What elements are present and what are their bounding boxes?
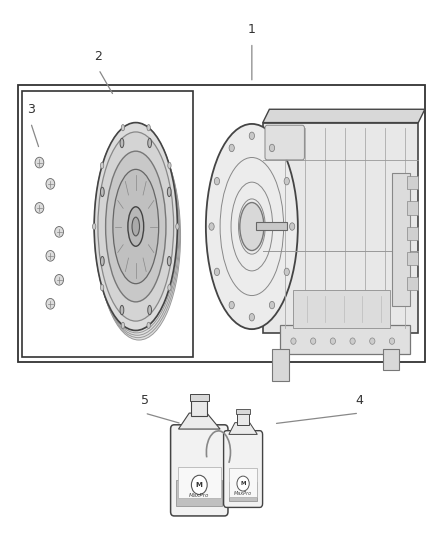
Ellipse shape (95, 125, 178, 333)
Ellipse shape (269, 144, 275, 152)
Ellipse shape (214, 268, 219, 276)
Ellipse shape (92, 223, 96, 230)
Bar (229, 482, 258, 501)
Ellipse shape (240, 203, 264, 251)
Text: 4: 4 (355, 394, 363, 407)
Ellipse shape (120, 138, 124, 148)
Ellipse shape (229, 301, 234, 309)
Ellipse shape (94, 123, 177, 330)
Circle shape (191, 475, 207, 495)
Ellipse shape (209, 223, 214, 230)
Circle shape (350, 338, 355, 344)
Ellipse shape (96, 130, 180, 338)
Circle shape (389, 338, 395, 344)
Circle shape (370, 338, 375, 344)
FancyBboxPatch shape (224, 431, 263, 507)
Text: 2: 2 (95, 50, 102, 63)
Ellipse shape (100, 187, 104, 197)
Circle shape (311, 338, 316, 344)
Ellipse shape (249, 132, 254, 140)
Ellipse shape (168, 285, 171, 290)
Text: MaxPro: MaxPro (234, 491, 252, 496)
Ellipse shape (100, 256, 104, 266)
Bar (407, 227, 418, 240)
Text: 3: 3 (27, 103, 35, 116)
Ellipse shape (147, 125, 150, 131)
Text: M: M (240, 481, 246, 486)
Bar (190, 394, 209, 401)
Bar (383, 349, 399, 370)
Bar (18, 85, 425, 362)
Bar (22, 91, 193, 357)
Bar (236, 409, 250, 414)
Circle shape (330, 338, 336, 344)
Ellipse shape (132, 217, 140, 236)
Polygon shape (179, 413, 220, 429)
Bar (176, 480, 223, 506)
Bar (272, 349, 289, 381)
Ellipse shape (290, 223, 295, 230)
Ellipse shape (167, 256, 171, 266)
Ellipse shape (106, 151, 166, 302)
Ellipse shape (148, 138, 152, 148)
Ellipse shape (249, 313, 254, 321)
Bar (178, 467, 221, 498)
Ellipse shape (176, 223, 179, 230)
Bar (392, 173, 410, 306)
Ellipse shape (98, 132, 173, 321)
Text: 1: 1 (248, 23, 256, 36)
Circle shape (55, 274, 64, 285)
Circle shape (46, 179, 55, 189)
Ellipse shape (206, 124, 298, 329)
FancyBboxPatch shape (170, 425, 228, 516)
Bar (407, 277, 418, 290)
Ellipse shape (94, 123, 177, 330)
Ellipse shape (121, 322, 124, 328)
Circle shape (55, 227, 64, 237)
Circle shape (237, 476, 249, 491)
Bar (280, 325, 410, 354)
Ellipse shape (168, 163, 171, 168)
Ellipse shape (147, 322, 150, 328)
Bar (407, 201, 418, 214)
Circle shape (35, 203, 44, 213)
Ellipse shape (284, 177, 290, 185)
Bar (256, 222, 287, 230)
Text: 5: 5 (141, 394, 148, 407)
Circle shape (35, 157, 44, 168)
Ellipse shape (97, 132, 180, 340)
Bar (293, 290, 390, 328)
Ellipse shape (96, 127, 179, 335)
FancyBboxPatch shape (265, 125, 304, 160)
Polygon shape (229, 423, 257, 434)
Bar (407, 176, 418, 189)
Bar (407, 252, 418, 265)
Circle shape (46, 298, 55, 309)
Ellipse shape (284, 268, 290, 276)
Ellipse shape (100, 163, 104, 168)
Ellipse shape (269, 301, 275, 309)
Circle shape (46, 251, 55, 261)
Ellipse shape (229, 144, 234, 152)
Text: M: M (196, 482, 203, 488)
Bar (230, 467, 257, 497)
Ellipse shape (100, 285, 104, 290)
Ellipse shape (148, 305, 152, 315)
Ellipse shape (120, 305, 124, 315)
Bar (237, 413, 249, 425)
Ellipse shape (167, 187, 171, 197)
Circle shape (291, 338, 296, 344)
Bar (263, 123, 418, 333)
Text: MaxPro: MaxPro (189, 493, 209, 498)
Polygon shape (263, 109, 425, 123)
Ellipse shape (121, 125, 124, 131)
Ellipse shape (113, 169, 159, 284)
Bar (191, 400, 207, 416)
Ellipse shape (214, 177, 219, 185)
Ellipse shape (128, 207, 144, 246)
